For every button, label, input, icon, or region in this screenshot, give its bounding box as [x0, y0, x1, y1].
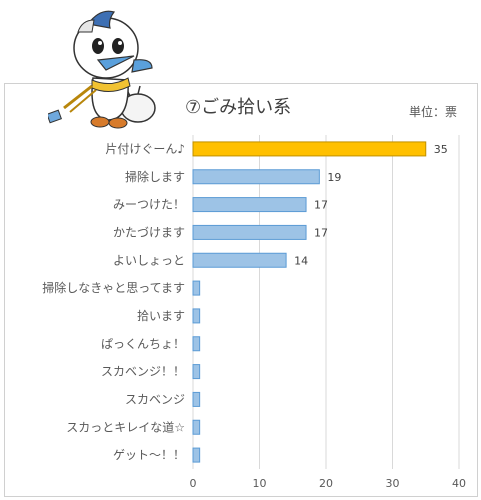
mascot-illustration: [48, 10, 156, 129]
x-tick-label: 20: [319, 477, 333, 490]
unit-label: 単位：票: [409, 105, 458, 119]
bar: [192, 169, 320, 185]
bar: [192, 252, 287, 268]
bar: [192, 364, 201, 380]
category-label: みーつけた！: [113, 198, 185, 212]
data-label: 14: [294, 254, 308, 267]
category-label: スカベンジ: [125, 392, 185, 406]
x-tick-label: 10: [253, 477, 267, 490]
data-label: 19: [327, 171, 341, 184]
bar: [192, 141, 427, 157]
chart-title: ⑦ごみ拾い系: [185, 97, 292, 118]
category-label: よいしょっと: [113, 253, 185, 267]
category-label: 掃除しなきゃと思ってます: [42, 280, 185, 295]
data-label: 17: [314, 226, 328, 239]
category-label: スカっとキレイな道☆: [66, 420, 185, 434]
x-tick-label: 40: [452, 477, 466, 490]
bar: [192, 336, 201, 352]
category-label: 片付けぐーん♪: [105, 142, 185, 156]
bar: [192, 308, 201, 324]
x-tick-label: 30: [386, 477, 400, 490]
category-label: ゲット〜！！: [113, 448, 185, 462]
bar: [192, 447, 201, 463]
bar: [192, 224, 307, 240]
category-label: 拾います: [137, 308, 185, 323]
bar: [192, 419, 201, 435]
x-tick-label: 0: [190, 477, 197, 490]
bar: [192, 197, 307, 213]
data-label: 35: [434, 143, 448, 156]
category-label: スカベンジ！！: [101, 365, 185, 379]
bar: [192, 391, 201, 407]
bar: [192, 280, 201, 296]
category-label: かたづけます: [113, 225, 185, 239]
category-label: ぱっくんちょ！: [101, 337, 185, 351]
category-label: 掃除します: [125, 169, 185, 184]
data-label: 17: [314, 199, 328, 212]
